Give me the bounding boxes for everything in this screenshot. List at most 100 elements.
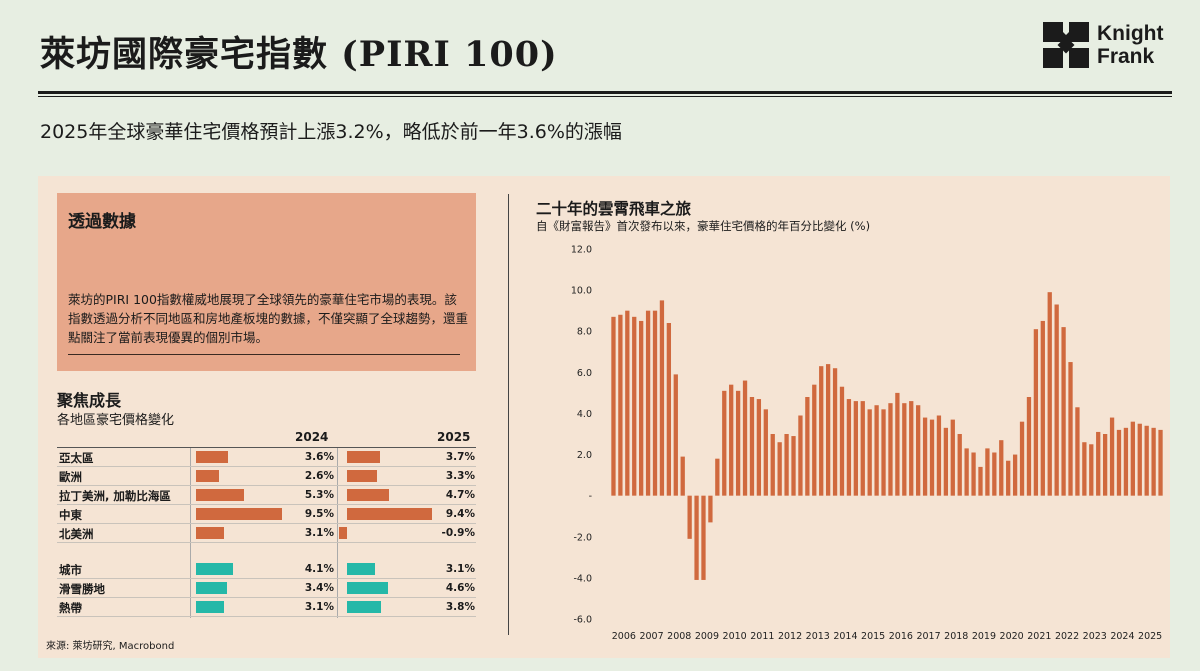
x-tick-label: 2006 bbox=[612, 631, 636, 642]
x-tick-label: 2024 bbox=[1110, 631, 1134, 642]
chart-bar bbox=[673, 374, 678, 496]
y-tick-label: 8.0 bbox=[577, 327, 592, 338]
bar-2025 bbox=[347, 563, 375, 575]
focus-subtitle: 各地區豪宅價格變化 bbox=[57, 413, 175, 428]
table-row: 城市 4.1% 3.1% bbox=[57, 560, 476, 579]
chart-bar bbox=[645, 310, 651, 496]
x-tick-label: 2023 bbox=[1083, 631, 1107, 642]
chart-bar bbox=[1151, 427, 1156, 496]
info-box-title: 透過數據 bbox=[68, 212, 136, 232]
chart-bar bbox=[881, 409, 886, 496]
table-row: 滑雪勝地 3.4% 4.6% bbox=[57, 579, 476, 598]
chart-bar bbox=[1047, 292, 1052, 496]
chart-bar bbox=[999, 440, 1004, 496]
chart-bar bbox=[618, 314, 623, 496]
row-label: 熱帶 bbox=[59, 601, 82, 615]
chart-bar bbox=[1089, 444, 1094, 496]
x-tick-label: 2017 bbox=[916, 631, 940, 642]
header-rule bbox=[57, 447, 476, 448]
chart-bar bbox=[812, 384, 817, 496]
bar-2025 bbox=[347, 582, 389, 594]
value-2025: 3.1% bbox=[445, 563, 475, 575]
chart-bar bbox=[694, 495, 699, 580]
row-label: 城市 bbox=[59, 563, 82, 577]
chart-bar bbox=[639, 320, 644, 496]
value-2025: 3.8% bbox=[445, 601, 475, 613]
bar-2025 bbox=[347, 508, 432, 520]
row-label: 歐洲 bbox=[59, 470, 82, 484]
chart-bar bbox=[1116, 429, 1122, 496]
value-2024: 2.6% bbox=[304, 470, 334, 482]
info-box-text: 萊坊的PIRI 100指數權威地展現了全球領先的豪華住宅市場的表現。該指數透過分… bbox=[68, 292, 469, 345]
value-2025: -0.9% bbox=[441, 527, 475, 539]
value-2024: 3.6% bbox=[304, 451, 334, 463]
chart-bar bbox=[1033, 329, 1039, 496]
x-tick-label: 2022 bbox=[1055, 631, 1079, 642]
chart-bar bbox=[957, 434, 962, 496]
y-tick-label: 10.0 bbox=[571, 286, 592, 297]
x-tick-label: 2025 bbox=[1138, 631, 1162, 642]
title-rule-thin bbox=[38, 96, 1172, 97]
chart-bar bbox=[763, 409, 768, 496]
chart-bar bbox=[846, 399, 852, 496]
chart-bar bbox=[964, 448, 969, 496]
bar-2024 bbox=[196, 527, 224, 539]
x-tick-label: 2014 bbox=[833, 631, 857, 642]
chart-subtitle: 自《財富報告》首次發布以來，豪華住宅價格的年百分比變化 (%) bbox=[536, 219, 871, 233]
content-panel: 透過數據 萊坊的PIRI 100指數權威地展現了全球領先的豪華住宅市場的表現。該… bbox=[38, 176, 1170, 658]
chart-bar bbox=[722, 390, 727, 496]
chart-bar bbox=[701, 495, 706, 580]
bar-2025 bbox=[347, 489, 390, 501]
x-tick-label: 2008 bbox=[667, 631, 691, 642]
logo-mark-icon bbox=[1043, 22, 1089, 68]
chart-bar bbox=[860, 401, 865, 496]
chart-bar bbox=[1123, 427, 1129, 496]
chart-bar bbox=[992, 452, 997, 496]
y-tick-label: 4.0 bbox=[577, 409, 592, 420]
value-2025: 9.4% bbox=[445, 508, 475, 520]
x-tick-label: 2019 bbox=[972, 631, 996, 642]
chart-bar bbox=[874, 405, 879, 496]
x-tick-label: 2010 bbox=[723, 631, 747, 642]
bar-2025 bbox=[347, 601, 382, 613]
bar-2024 bbox=[196, 601, 224, 613]
chart-bar bbox=[902, 403, 907, 496]
chart-bar bbox=[1054, 304, 1059, 496]
chart-bar bbox=[922, 417, 928, 496]
chart-bar bbox=[916, 405, 921, 496]
column-header-2025: 2025 bbox=[437, 430, 471, 444]
y-tick-label: -6.0 bbox=[573, 615, 592, 626]
info-box-divider bbox=[68, 354, 460, 355]
chart-bar bbox=[1144, 425, 1149, 496]
row-label: 滑雪勝地 bbox=[59, 582, 105, 596]
row-label: 中東 bbox=[59, 508, 82, 522]
chart-bar bbox=[853, 401, 858, 496]
chart-title: 二十年的雲霄飛車之旅 bbox=[536, 200, 692, 218]
value-2025: 3.3% bbox=[445, 470, 475, 482]
table-row: 中東 9.5% 9.4% bbox=[57, 505, 476, 524]
chart-bar bbox=[985, 448, 990, 496]
x-tick-label: 2007 bbox=[639, 631, 663, 642]
x-tick-label: 2016 bbox=[889, 631, 913, 642]
chart-bar bbox=[950, 419, 955, 496]
chart-bar bbox=[632, 316, 637, 496]
x-tick-label: 2015 bbox=[861, 631, 885, 642]
bar-2025 bbox=[338, 527, 347, 539]
chart-bar bbox=[1096, 431, 1101, 496]
chart-bar bbox=[1075, 407, 1080, 496]
value-2024: 9.5% bbox=[304, 508, 334, 520]
bar-2024 bbox=[196, 582, 227, 594]
chart-bar bbox=[936, 415, 942, 496]
value-2024: 3.1% bbox=[304, 601, 334, 613]
chart-bar bbox=[687, 495, 692, 539]
bar-2024 bbox=[196, 470, 220, 482]
chart-bar bbox=[749, 397, 755, 496]
table-row: 歐洲 2.6% 3.3% bbox=[57, 467, 476, 486]
value-2024: 3.1% bbox=[304, 527, 334, 539]
y-tick-label: 6.0 bbox=[577, 368, 592, 379]
x-tick-label: 2011 bbox=[750, 631, 774, 642]
chart-bar bbox=[1026, 397, 1032, 496]
chart-bar bbox=[680, 456, 685, 496]
chart-bar bbox=[708, 495, 713, 523]
